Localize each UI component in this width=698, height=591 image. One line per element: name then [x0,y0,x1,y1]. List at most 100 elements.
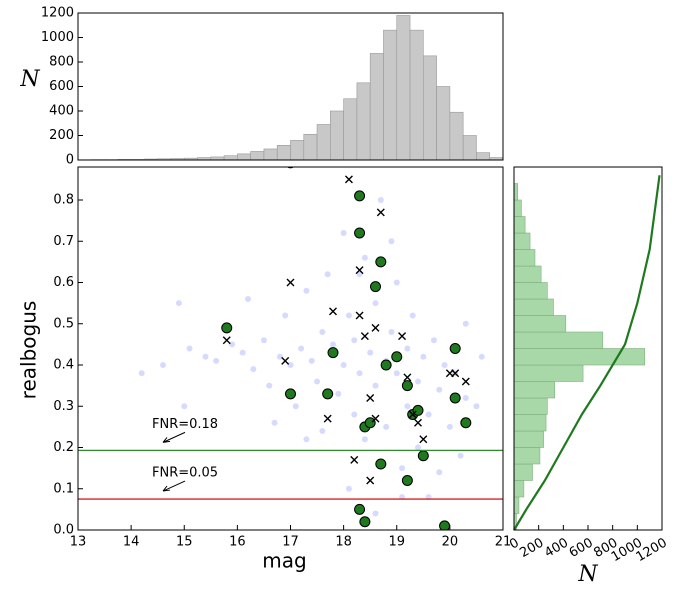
y-tick-label: 0.2 [53,440,74,455]
cloud-point [372,382,379,389]
hist-bar [316,124,331,161]
cloud-point [271,419,278,426]
cloud-point [404,345,411,352]
detected-point [380,359,392,371]
cloud-point [388,238,395,245]
y-tick-label: 0 [66,153,74,168]
detected-point [322,388,334,400]
threshold-label: FNR=0.18 [152,417,218,432]
detected-point [327,347,339,359]
hist-bar [513,364,584,382]
cross-point [366,394,375,402]
detected-point [449,392,461,404]
cloud-point [324,271,331,278]
cloud-point [340,230,347,236]
hist-bar [513,199,522,217]
axes-frame [513,166,663,531]
cloud-point [372,300,379,307]
detected-point [375,458,387,470]
cross-point [403,373,412,382]
x-tick-label: 13 [70,535,87,550]
detected-point [439,520,451,530]
hist-bar [513,249,536,267]
hist-bar [513,414,547,432]
x-tick-label: 19 [388,535,405,550]
y-tick-label: 600 [49,79,74,94]
cloud-point [430,337,437,344]
y-axis-label: realbogus [17,301,41,400]
detected-point [401,475,413,486]
y-tick-label: 1000 [41,30,74,45]
cloud-point [415,378,421,385]
cloud-point [266,382,273,389]
cloud-point [420,353,427,360]
cloud-point [260,337,267,344]
detected-point [460,417,472,429]
hist-bar [513,315,567,333]
cross-point [355,266,364,275]
cloud-point [245,296,251,302]
cloud-point [415,444,421,451]
cloud-point [276,353,283,360]
cross-point [360,332,369,341]
cloud-point [239,349,246,356]
cross-point [329,307,337,316]
cross-point [408,410,417,419]
cross-point [286,278,295,287]
cross-point [371,414,380,423]
cross-point [323,414,332,423]
hist-bar [369,53,384,161]
cloud-point [399,465,406,472]
cross-point [350,455,359,464]
detected-point [221,322,233,334]
cumulative-line [513,175,661,531]
cloud-point [393,279,400,286]
cloud-point [409,312,416,319]
y-tick-label: 1200 [41,6,74,21]
hist-bar [303,133,318,161]
hist-bar [513,348,646,366]
hist-bar [343,98,358,161]
hist-bar [513,282,548,300]
detected-point [285,388,296,400]
detected-point [354,190,366,202]
cloud-point [377,197,384,203]
cloud-point [441,362,448,368]
cloud-point [404,403,411,410]
cloud-point [181,403,188,410]
hist-bar [476,152,491,161]
cloud-point [478,353,485,360]
hist-bar [276,145,291,161]
hist-bar [263,148,278,161]
cross-point [419,435,428,444]
cloud-point [345,312,352,319]
y-tick-label: 0.4 [53,358,74,373]
y-tick-label: 400 [49,104,74,119]
cloud-point [462,395,469,401]
cloud-point [319,329,326,335]
hist-bar [423,55,437,161]
cross-point [414,418,422,427]
y-tick-label: 200 [49,128,74,143]
hist-bar [513,430,544,448]
cloud-point [202,353,209,360]
cloud-point [292,403,299,410]
hist-bar [436,86,451,161]
hist-bar [513,331,604,349]
hist-bar [513,232,531,250]
detected-point [449,343,461,354]
y-tick-label: 0.8 [53,193,74,208]
detected-point [401,380,413,392]
cross-point [371,323,380,332]
cloud-point [425,411,432,418]
x-axis-label: mag [262,549,306,573]
cloud-point [345,485,352,492]
cloud-point [138,370,145,377]
cloud-point [367,349,374,356]
cloud-point [436,469,443,476]
hist-bar [513,463,533,481]
x-tick-label: 21 [495,535,512,550]
hist-bar [513,496,520,514]
x-tick-label: 16 [229,535,246,550]
